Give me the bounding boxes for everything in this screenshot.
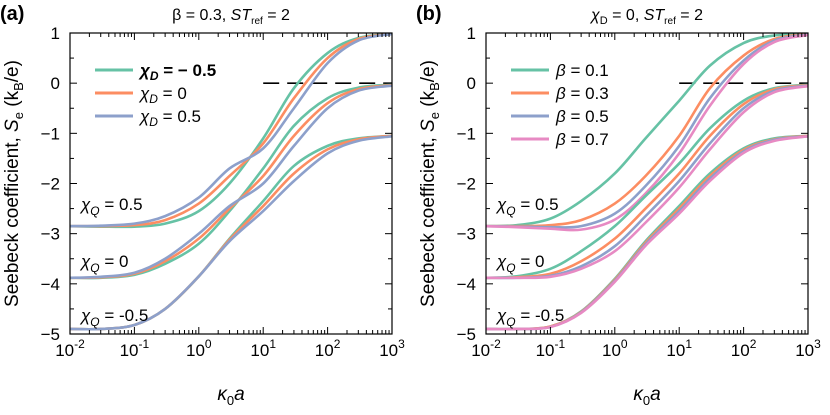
y-tick-label: 1: [51, 24, 60, 43]
panel-b: (b) χD = 0, STref = 2 10-2 10-1 100 101 102 103…: [416, 3, 821, 408]
legend-label: χD = 0: [138, 84, 187, 106]
y-tick-label: −5: [457, 325, 476, 344]
y-tick-label: 0: [467, 74, 476, 93]
x-tick-label: 103: [795, 337, 821, 360]
legend-label: β = 0.3: [555, 84, 609, 103]
panel-a: (a) β = 0.3, STref = 210-2 10-1 100 101 102 10…: [0, 3, 405, 408]
y-tick-label: −4: [457, 275, 476, 294]
x-tick-label: 10-2: [55, 337, 85, 360]
series-line-8: [486, 134, 808, 331]
y-tick-label: −2: [41, 175, 60, 194]
x-tick-label: 100: [602, 337, 628, 360]
y-tick-label: −3: [41, 225, 60, 244]
series-line-3: [486, 33, 808, 232]
series-line-6: [70, 134, 392, 331]
series-line-10: [486, 135, 808, 331]
x-tick-label: 10-2: [471, 337, 501, 360]
y-tick-label: −2: [457, 175, 476, 194]
series-group: [486, 33, 808, 331]
series-line-7: [486, 84, 808, 280]
group-label: χQ = 0.5: [79, 195, 143, 218]
y-tick-label: −1: [41, 124, 60, 143]
legend-label: χD = − 0.5: [138, 61, 216, 83]
group-label: χQ = 0: [495, 252, 544, 275]
x-tick-label: 102: [731, 337, 757, 360]
series-line-11: [486, 135, 808, 331]
group-label: χQ = 0: [79, 252, 128, 275]
panel-title: χD = 0, STref = 2: [589, 7, 703, 27]
series-line-4: [486, 83, 808, 280]
y-tick-label: −1: [457, 124, 476, 143]
legend-label: β = 0.1: [555, 61, 609, 80]
y-tick-label: −4: [41, 275, 60, 294]
y-axis-title: Seebeck coefficient, Se (kB/e): [418, 60, 442, 307]
y-tick-label: 0: [51, 74, 60, 93]
y-tick-label: −5: [41, 325, 60, 344]
group-label: χQ = 0.5: [495, 195, 559, 218]
legend: χD = − 0.5χD = 0χD = 0.5: [95, 61, 216, 129]
x-tick-label: 103: [379, 337, 405, 360]
group-label: χQ = -0.5: [79, 306, 148, 329]
y-axis-title: Seebeck coefficient, Se (kB/e): [2, 60, 26, 307]
series-line-1: [486, 33, 808, 228]
series-group: [70, 33, 392, 331]
x-axis-title: κ0a: [217, 384, 244, 408]
legend-label: β = 0.5: [555, 107, 609, 126]
legend-label: β = 0.7: [555, 130, 609, 149]
y-tick-label: 1: [467, 24, 476, 43]
x-tick-label: 10-1: [536, 337, 566, 360]
panel-label: (b): [416, 3, 442, 25]
x-tick-label: 101: [250, 337, 276, 360]
x-axis-title: κ0a: [633, 384, 660, 408]
x-tick-label: 102: [315, 337, 341, 360]
legend-label: χD = 0.5: [138, 107, 201, 129]
y-tick-label: −3: [457, 225, 476, 244]
x-tick-label: 100: [186, 337, 212, 360]
series-line-9: [486, 134, 808, 331]
series-line-8: [70, 135, 392, 331]
panel-label: (a): [0, 3, 24, 25]
group-label: χQ = -0.5: [495, 306, 564, 329]
x-tick-label: 101: [666, 337, 692, 360]
x-tick-label: 10-1: [120, 337, 150, 360]
legend: β = 0.1 β = 0.3 β = 0.5 β = 0.7: [511, 61, 609, 149]
series-line-7: [70, 134, 392, 331]
series-line-5: [486, 83, 808, 280]
series-line-2: [70, 33, 392, 228]
panel-title: β = 0.3, STref = 2: [172, 7, 290, 27]
series-line-0: [486, 33, 808, 228]
series-line-5: [70, 84, 392, 280]
